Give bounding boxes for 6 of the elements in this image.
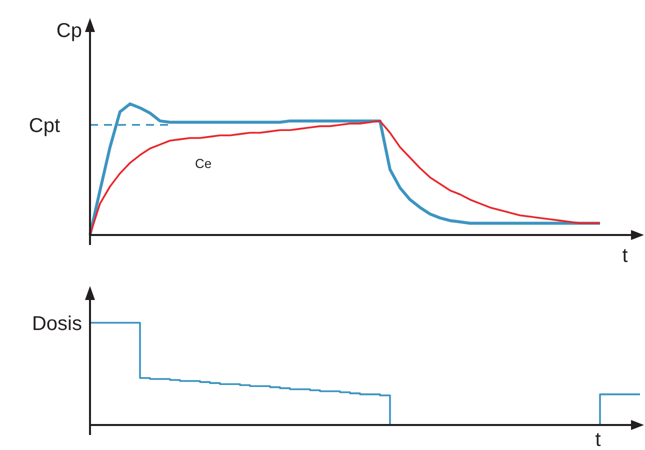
ref-line-label: Cpt (28, 114, 60, 137)
x-axis-title: t (595, 429, 602, 450)
y-axis-title: Dosis (32, 313, 82, 335)
x-axis-title: t (622, 245, 628, 267)
y-axis-title: Cp (56, 20, 82, 42)
series-label: Ce (195, 156, 212, 171)
